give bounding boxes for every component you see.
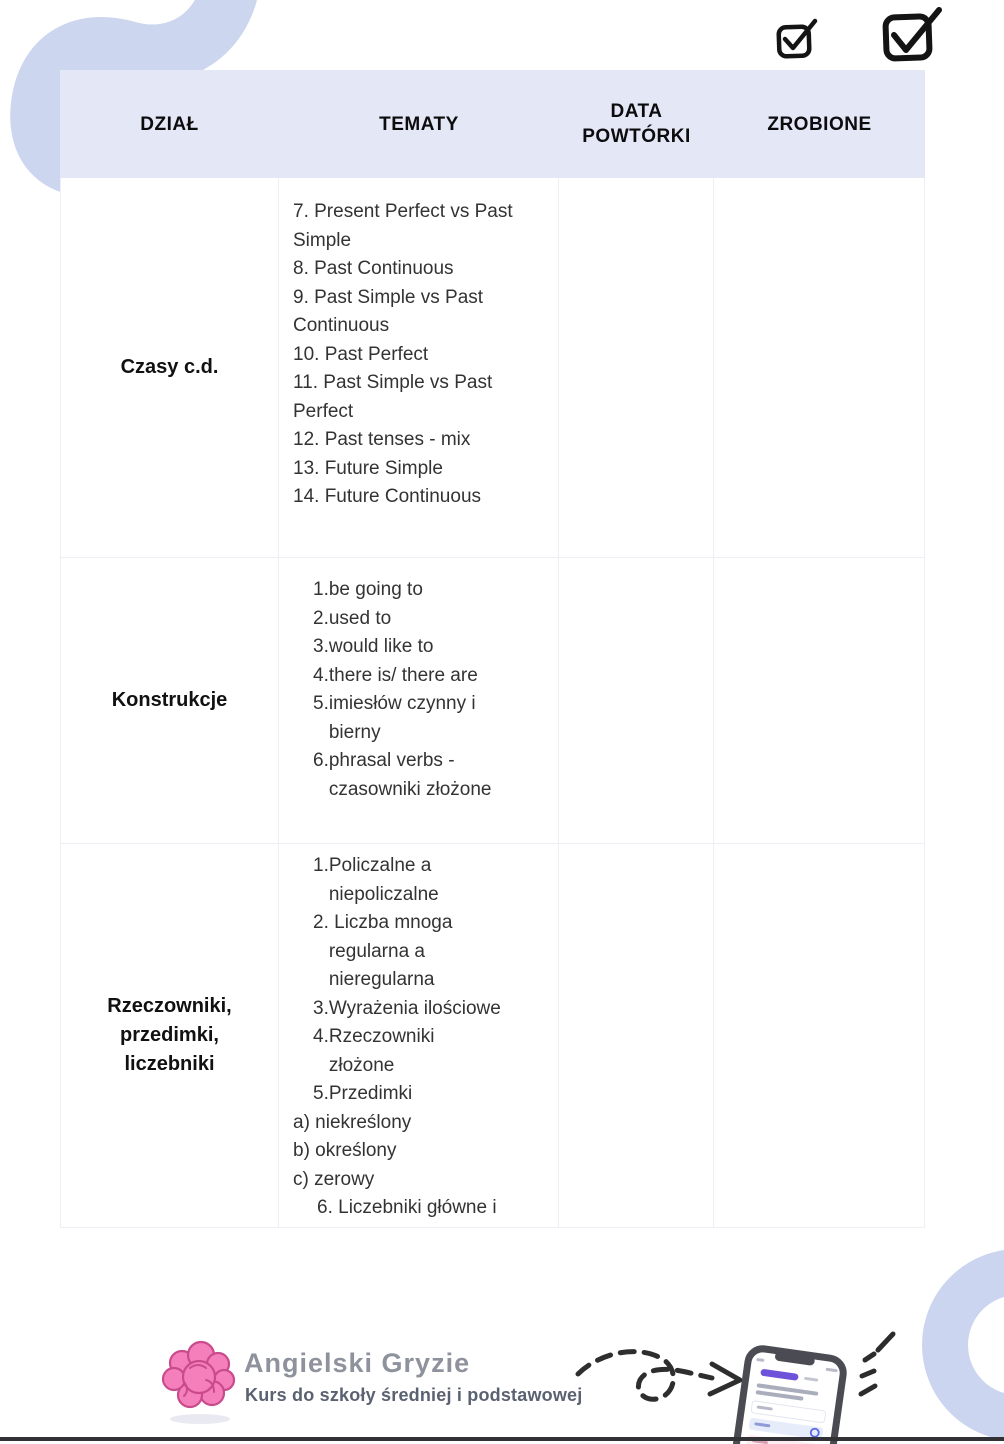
topic-line: 14. Future Continuous [293, 486, 482, 507]
topic-line: 1. Policzalne a niepoliczalne [313, 852, 544, 909]
cell-tematy: 1. be going to 2. used to 3. would like to 4. t… [279, 558, 559, 844]
topic-line: 5. Przedimki [313, 1080, 544, 1109]
topic-line: 9. Past Simple vs Past Continuous [293, 286, 484, 337]
topic-text: Policzalne a niepoliczalne [328, 855, 439, 905]
topic-marker: 5. [313, 693, 329, 714]
column-header-tematy: TEMATY [379, 113, 459, 135]
topic-line: 6. phrasal verbs - czasowniki złożone [313, 747, 544, 804]
checkbox-large-icon [882, 7, 942, 62]
topic-line: c) zerowy [293, 1168, 375, 1190]
column-header-dzial: DZIAŁ [140, 113, 199, 135]
topic-line: 10. Past Perfect [293, 343, 429, 365]
topic-line: 11. Past Simple vs Past Perfect [293, 372, 493, 422]
squiggle-decoration [10, 0, 257, 195]
cell-data-powtorki [559, 844, 714, 1228]
topic-line: 13. Future Simple [293, 457, 443, 479]
cell-zrobione [714, 558, 925, 844]
topic-marker: 4. [313, 1026, 329, 1047]
topic-text: phrasal verbs - czasowniki złożone [328, 750, 492, 800]
topic-marker: 3. [313, 997, 329, 1019]
arrow-doodle-icon [575, 1349, 743, 1402]
table-row: Czasy c.d. 7. Present Perfect vs Past Sim… [60, 178, 925, 558]
topic-marker: 6. [313, 750, 329, 771]
page-bottom-edge [0, 1437, 1004, 1441]
topic-line: 2. used to [313, 605, 544, 634]
topic-marker: 4. [313, 664, 329, 686]
ring-decoration [922, 1249, 1004, 1441]
topic-line: b) określony [293, 1140, 397, 1161]
checkbox-small-icon [776, 18, 818, 59]
topic-marker: 2. [313, 607, 329, 629]
topic-line: 6. Liczebniki główne i porządkowe [293, 1197, 497, 1227]
topic-marker: 5. [313, 1083, 329, 1104]
topic-text: used to [328, 607, 392, 629]
cell-tematy: 1. Policzalne a niepoliczalne 2. Liczba mn… [279, 844, 559, 1228]
topic-marker: 3. [313, 636, 329, 657]
brand-tagline: Kurs do szkoły średniej i podstawowej [245, 1385, 583, 1405]
topic-text: be going to [328, 579, 423, 600]
topic-text: there is/ there are [328, 664, 478, 686]
cell-zrobione [714, 844, 925, 1228]
table-body: Czasy c.d. 7. Present Perfect vs Past Sim… [60, 178, 925, 1228]
cell-dzial: Rzeczowniki, przedimki, liczebniki [60, 844, 279, 1228]
topic-marker: 2. [313, 912, 329, 933]
topic-text: would like to [328, 636, 434, 657]
table-row: Konstrukcje 1. be going to 2. used to 3. would… [60, 558, 925, 844]
topic-text: Rzeczowniki złożone [328, 1026, 440, 1076]
dzial-label: Rzeczowniki, przedimki, liczebniki [107, 995, 232, 1075]
cell-tematy: 7. Present Perfect vs Past Simple 8. Past… [279, 178, 559, 558]
topic-text: Liczba mnoga regularna a nieregularna [328, 912, 458, 990]
cell-data-powtorki [559, 178, 714, 558]
topic-line: 2. Liczba mnoga regularna a nieregularna [313, 909, 544, 995]
brand-name: Angielski Gryzie [244, 1348, 471, 1378]
cell-dzial: Czasy c.d. [60, 178, 279, 558]
topic-line: 4. Rzeczowniki złożone [313, 1023, 544, 1080]
topic-line: 7. Present Perfect vs Past Simple [293, 201, 513, 251]
column-header-data-powtorki: DATA POWTÓRKI [582, 101, 691, 147]
cell-data-powtorki [559, 558, 714, 844]
topic-line: 5. imiesłów czynny i bierny [313, 690, 544, 747]
topic-line: 12. Past tenses - mix [293, 429, 471, 450]
cell-dzial: Konstrukcje [60, 558, 279, 844]
topic-line: 3. Wyrażenia ilościowe [313, 995, 544, 1024]
topic-marker: 1. [313, 579, 329, 600]
topic-text: Przedimki [328, 1083, 413, 1104]
cell-zrobione [714, 178, 925, 558]
table-header-row: DZIAŁ TEMATY DATA POWTÓRKI ZROBIONE [60, 70, 925, 178]
brain-icon [161, 1340, 236, 1424]
topic-line: 8. Past Continuous [293, 258, 454, 279]
topic-line: 1. be going to [313, 576, 544, 605]
topic-line: 4. there is/ there are [313, 662, 544, 691]
topic-marker: 1. [313, 855, 329, 876]
topic-text: imiesłów czynny i bierny [328, 693, 481, 743]
table-row: Rzeczowniki, przedimki, liczebniki 1. Poli… [60, 844, 925, 1228]
topic-text: Wyrażenia ilościowe [328, 997, 501, 1019]
dzial-label: Czasy c.d. [120, 356, 219, 378]
sparkle-icon [858, 1331, 896, 1397]
dzial-label: Konstrukcje [111, 689, 228, 711]
column-header-zrobione: ZROBIONE [767, 113, 872, 135]
study-planner-table: DZIAŁ TEMATY DATA POWTÓRKI ZROBIONE Czas… [60, 70, 925, 1228]
topic-line: a) niekreślony [293, 1111, 412, 1133]
topic-line: 3. would like to [313, 633, 544, 662]
